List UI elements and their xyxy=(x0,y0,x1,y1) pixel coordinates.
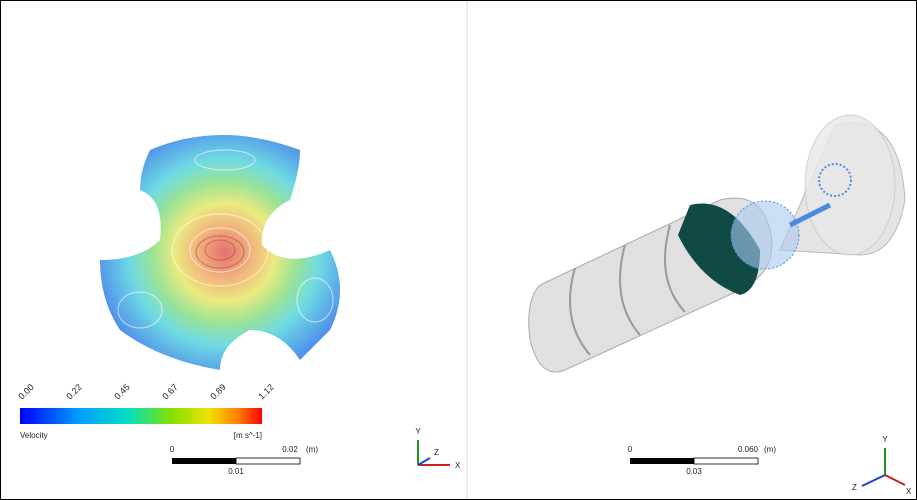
scale-label: 0.03 xyxy=(686,467,702,476)
axis-label: Z xyxy=(852,483,857,492)
scale-label: 0 xyxy=(170,445,175,454)
scale-label: 0.02 xyxy=(282,445,298,454)
scale-label: 0.01 xyxy=(228,467,244,476)
scale-label: 0.060 xyxy=(738,445,759,454)
axis-label: Y xyxy=(415,427,421,436)
screenshot: 0.00 0.22 0.45 0.67 0.89 1.12 Velocity [… xyxy=(0,0,917,500)
legend-unit: [m s^-1] xyxy=(234,431,262,440)
scale-unit: (m) xyxy=(764,445,776,454)
axis-label: Y xyxy=(882,435,888,444)
legend-variable: Velocity xyxy=(20,431,48,440)
axis-label: X xyxy=(455,461,461,470)
scale-unit: (m) xyxy=(306,445,318,454)
axis-label: Z xyxy=(434,448,439,457)
colorbar xyxy=(20,408,262,424)
scale-label: 0 xyxy=(628,445,633,454)
axis-label: X xyxy=(906,487,912,496)
